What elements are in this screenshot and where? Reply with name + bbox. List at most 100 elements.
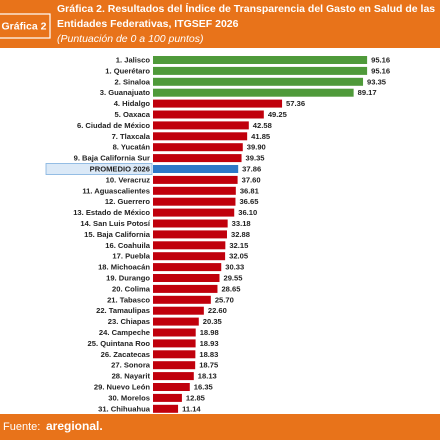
category-label: 21. Tabasco [107, 295, 150, 304]
bar [153, 66, 368, 75]
bar [153, 88, 354, 97]
bar [153, 241, 226, 250]
bar [153, 165, 239, 173]
value-label: 32.15 [229, 241, 249, 250]
value-label: 25.70 [215, 295, 234, 304]
category-label: 29. Nuevo León [94, 383, 150, 392]
source-label: Fuente: [3, 421, 40, 433]
category-label: 18. Michoacán [98, 263, 150, 272]
value-label: 37.60 [242, 175, 261, 184]
bar [153, 383, 190, 391]
value-label: 18.83 [199, 350, 218, 359]
bar [153, 339, 196, 348]
chart-title: Gráfica 2. Resultados del Índice de Tran… [57, 2, 435, 15]
category-label: 13. Estado de México [73, 208, 150, 217]
value-label: 41.85 [251, 132, 271, 141]
category-label: 1. Jalisco [116, 56, 151, 65]
bar [153, 350, 196, 359]
value-label: 16.35 [194, 383, 214, 392]
category-label: 15. Baja California [84, 230, 151, 239]
category-label: PROMEDIO 2026 [90, 165, 150, 174]
category-label: 12. Guerrero [105, 197, 151, 206]
value-label: 30.33 [225, 263, 244, 272]
category-label: 4. Hidalgo [114, 99, 151, 108]
bar [153, 306, 204, 315]
category-label: 28. Nayarit [112, 372, 151, 381]
value-label: 33.18 [232, 219, 251, 228]
category-label: 5. Oaxaca [115, 110, 151, 119]
value-label: 22.60 [208, 306, 227, 315]
value-label: 37.86 [242, 165, 261, 174]
category-label: 7. Tlaxcala [112, 132, 151, 141]
category-label: 9. Baja California Sur [74, 154, 150, 163]
bar [153, 284, 218, 293]
bar [153, 230, 227, 239]
value-label: 39.35 [246, 154, 266, 163]
bar [153, 404, 179, 413]
value-label: 49.25 [268, 110, 288, 119]
header-band [0, 0, 440, 48]
bar [153, 317, 199, 326]
value-label: 18.98 [200, 328, 219, 337]
bar [153, 219, 228, 228]
value-label: 18.13 [198, 372, 217, 381]
category-label: 27. Sonora [111, 361, 151, 370]
category-label: 19. Durango [106, 274, 150, 283]
bar [153, 274, 220, 282]
value-label: 36.65 [239, 197, 259, 206]
value-label: 39.90 [247, 143, 266, 152]
category-label: 24. Campeche [99, 328, 150, 337]
bar [153, 99, 283, 108]
bar [153, 295, 211, 304]
bar [153, 56, 368, 64]
category-label: 16. Coahuila [105, 241, 151, 250]
value-label: 20.35 [203, 317, 223, 326]
category-label: 2. Sinaloa [115, 77, 151, 86]
category-label: 26. Zacatecas [101, 350, 150, 359]
chart-title: Entidades Federativas, ITGSEF 2026 [57, 18, 239, 30]
footer-band [0, 414, 440, 440]
category-label: 11. Aguascalientes [82, 186, 150, 195]
value-label: 32.05 [229, 252, 249, 261]
value-label: 89.17 [358, 88, 377, 97]
highlight-box [45, 163, 153, 175]
category-label: 14. San Luis Potosí [80, 219, 151, 228]
category-label: 23. Chiapas [108, 317, 150, 326]
bar [153, 154, 242, 163]
value-label: 12.85 [186, 393, 206, 402]
value-label: 95.16 [371, 66, 390, 75]
category-label: 20. Colima [112, 284, 151, 293]
value-label: 42.58 [253, 121, 272, 130]
category-label: 30. Morelos [108, 393, 150, 402]
bar [153, 77, 364, 86]
chart-label-box [0, 13, 51, 39]
bar [153, 143, 243, 152]
chart-subtitle: (Puntuación de 0 a 100 puntos) [57, 33, 204, 45]
value-label: 28.65 [221, 284, 241, 293]
bar [153, 175, 238, 184]
value-label: 36.10 [238, 208, 257, 217]
value-label: 93.35 [367, 77, 387, 86]
value-label: 36.81 [240, 186, 260, 195]
bar [153, 252, 226, 261]
bar [153, 110, 264, 119]
bar [153, 328, 196, 337]
value-label: 11.14 [182, 404, 201, 413]
category-label: 3. Guanajuato [100, 88, 151, 97]
value-label: 57.36 [286, 99, 305, 108]
bar [153, 393, 182, 402]
category-label: 25. Quintana Roo [88, 339, 151, 348]
bar [153, 361, 196, 370]
bar [153, 372, 194, 381]
bar [153, 263, 222, 272]
bar [153, 121, 249, 130]
bar [153, 208, 235, 217]
category-label: 31. Chihuahua [98, 404, 151, 413]
category-label: 8. Yucatán [113, 143, 151, 152]
value-label: 32.88 [231, 230, 250, 239]
category-label: 1. Querétaro [105, 66, 150, 75]
category-label: 6. Ciudad de México [77, 121, 150, 130]
value-label: 95.16 [371, 56, 390, 65]
category-label: 17. Puebla [112, 252, 150, 261]
